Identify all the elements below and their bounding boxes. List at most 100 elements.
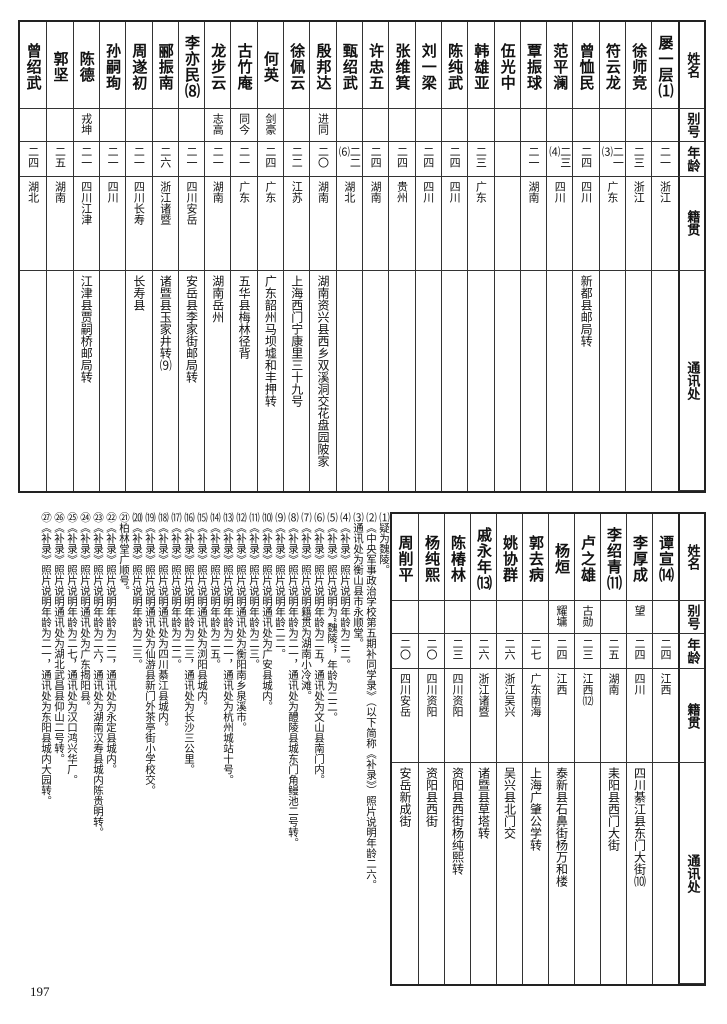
footnote: ⒂《补录》照片说明通讯处为浏阳县城内。 <box>196 512 208 712</box>
native-place-cell: 四川 <box>626 669 652 764</box>
address-cell: 上海西门宁康里三十九号 <box>283 270 309 491</box>
address-cell: 资阳县西街 <box>418 763 444 984</box>
native-place-cell: 湖北 <box>20 177 47 271</box>
address-cell: 泰新县石鼻街杨万和楼 <box>548 763 574 984</box>
alias-cell: 耀墉 <box>548 600 574 634</box>
age-cell: 二三 <box>574 633 600 670</box>
alias-cell <box>388 108 415 142</box>
footnote: ⒇《补录》照片说明年龄为二三。 <box>131 512 143 670</box>
alias-cell <box>177 108 205 142</box>
alias-cell <box>652 600 678 634</box>
address-cell <box>440 270 467 491</box>
footnote: ⒆《补录》照片说明通讯处为仙游县新门外茶亭街小学校交。 <box>144 512 156 796</box>
address-cell <box>574 763 600 984</box>
alias-cell <box>392 601 418 634</box>
address-cell: 诸暨县草塔转 <box>470 763 496 984</box>
alias-cell <box>519 108 547 142</box>
address-cell <box>493 270 520 491</box>
name-cell: 殷邦达 <box>309 22 336 109</box>
native-place-cell: 四川 <box>440 176 468 271</box>
footnote: ⒄《补录》照片说明年龄为二二。 <box>170 512 182 670</box>
alias-cell <box>467 108 494 142</box>
age-cell: 二一 <box>519 141 547 177</box>
address-cell <box>467 270 493 491</box>
address-cell: 湖南岳州 <box>204 270 230 491</box>
native-place-cell: 浙江 <box>651 176 678 271</box>
name-cell: 郭坚 <box>46 22 73 109</box>
name-cell: 屡一层⑴ <box>651 22 678 109</box>
age-cell: 二〇 <box>418 633 444 670</box>
age-cell: 二四 <box>256 141 284 177</box>
alias-cell <box>98 108 126 142</box>
footnote: ⑶通讯处为衡山县市永顺堂。 <box>352 512 364 649</box>
age-cell: 二四 <box>440 141 468 177</box>
age-cell: 二六 <box>470 633 496 670</box>
address-cell <box>335 270 362 491</box>
age-cell: 二一 <box>72 141 99 177</box>
address-cell: 新都县邮局转 <box>572 270 598 491</box>
native-place-cell: 广东南海 <box>522 669 548 764</box>
address-cell: 吴兴县北门交 <box>496 763 522 984</box>
footnote: ㉔《补录》照片说明通讯处为广东揭阳县。 <box>79 512 91 712</box>
footnote: ⑼《补录》照片说明年龄二二。 <box>274 512 286 659</box>
name-cell: 郭去病 <box>522 514 548 601</box>
alias-cell <box>470 600 496 634</box>
name-cell: 周遂初 <box>125 22 152 109</box>
name-cell: 张维箕 <box>388 22 415 109</box>
name-cell: 覃振球 <box>519 22 547 109</box>
name-cell: 范平澜 <box>546 22 573 109</box>
bottom-table: 姓名 别号 年龄 籍贯 通讯处 谭宣⒁ 二四 江西 李厚成望二四 四川 四川綦江县东门大街⑽ 李绍青⑾… <box>390 512 706 986</box>
age-cell: 二一 <box>98 141 126 177</box>
name-cell: 杨纯熙 <box>418 514 444 601</box>
address-cell: 安岳新成街 <box>398 767 412 828</box>
alias-cell <box>151 108 178 142</box>
alias-cell <box>440 108 468 142</box>
age-cell: 二四 <box>548 633 574 670</box>
footnote: ⑷《补录》照片说明年龄为二二。 <box>339 512 351 670</box>
header-cell: 别号 <box>677 108 704 142</box>
native-place-cell: 四川长寿 <box>125 176 152 271</box>
header-cell: 年龄 <box>677 141 704 177</box>
address-cell: 湖南资兴县西乡双溪洞交花盘园陂家 <box>309 270 335 491</box>
name-cell: 韩雄亚 <box>467 22 494 109</box>
address-cell: 四川綦江县东门大街⑽ <box>626 763 652 984</box>
native-place-cell: 贵州 <box>388 176 415 271</box>
address-cell <box>625 270 651 491</box>
footnote: ㉑柏林堂广顺号。 <box>118 512 130 596</box>
native-place-cell: 广东 <box>230 176 257 271</box>
name-cell: 何英 <box>256 22 284 109</box>
age-cell: 二七 <box>522 633 548 670</box>
alias-cell: 同今 <box>230 108 257 142</box>
native-place-cell: 浙江诸暨 <box>470 669 496 764</box>
address-cell <box>519 270 546 491</box>
footnote: ⑺《补录》照片说明籍贯为湖南小冷滩。 <box>300 512 312 701</box>
address-cell <box>46 270 72 491</box>
page-number: 197 <box>30 984 50 999</box>
footnote: ⒅《补录》照片说明通讯处为四川綦江县城内。 <box>157 512 169 733</box>
native-place-cell: 四川安岳 <box>392 669 418 764</box>
native-place-cell: 湖南 <box>600 669 626 764</box>
age-cell: 二六 <box>151 141 178 177</box>
name-cell: 周削平 <box>392 514 418 601</box>
age-cell: 二三 <box>444 633 470 670</box>
alias-cell <box>335 108 362 142</box>
footnote: ⑽《补录》照片说明通讯处为广安县城内。 <box>261 512 273 712</box>
name-cell: 李亦民⑻ <box>177 22 205 109</box>
native-place-cell: 四川 <box>414 176 441 271</box>
alias-cell: 志高 <box>204 108 231 142</box>
age-cell: 二六 <box>496 633 522 670</box>
address-cell <box>362 270 388 491</box>
age-cell: 二一⑶ <box>598 141 626 177</box>
alias-cell: 望 <box>626 600 652 634</box>
name-cell: 曾恤民 <box>572 22 599 109</box>
address-cell: 资阳县西街杨纯熙转 <box>444 763 470 984</box>
address-cell: 诸暨县玉家井转⑼ <box>151 270 178 491</box>
native-place-cell: 浙江吴兴 <box>496 669 522 764</box>
age-cell: 二四 <box>572 141 599 177</box>
footnote: ⑻《补录》照片说明年龄为二一，通讯处为醴陵县城东门角鳗池二号转。 <box>287 512 299 848</box>
name-cell: 李绍青⑾ <box>600 514 626 601</box>
name-cell: 孙嗣珣 <box>98 22 126 109</box>
alias-cell <box>46 108 73 142</box>
address-cell <box>20 271 46 491</box>
address-cell <box>414 270 441 491</box>
